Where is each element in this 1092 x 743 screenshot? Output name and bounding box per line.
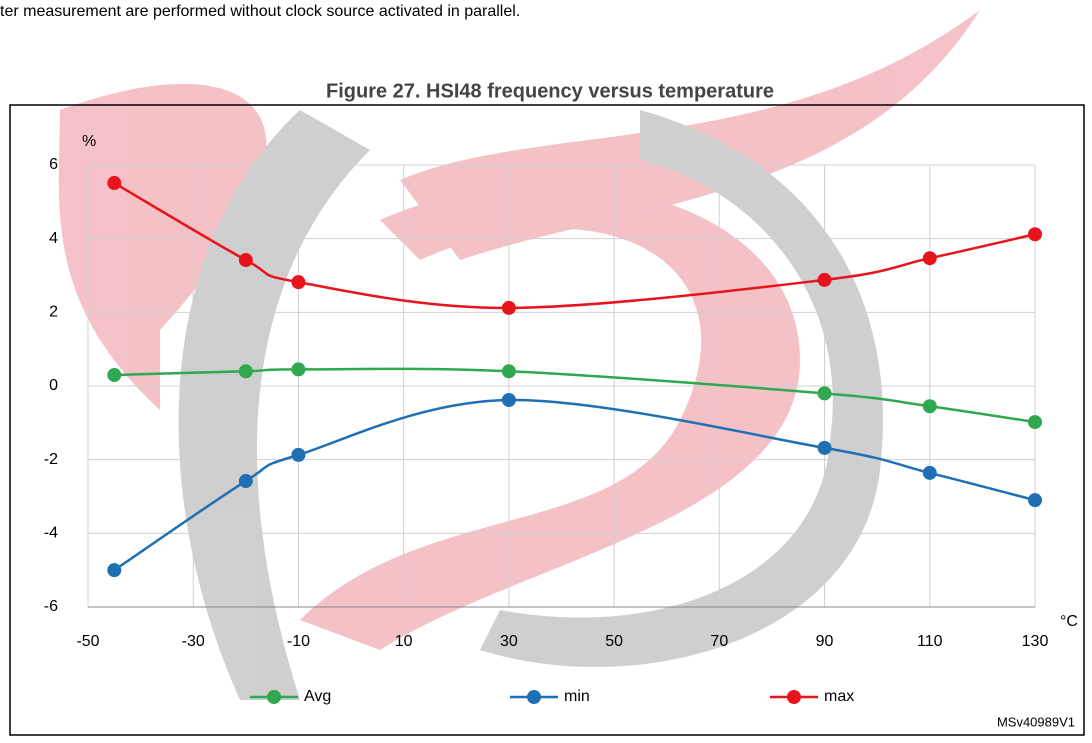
data-point <box>1028 415 1042 429</box>
data-point <box>923 251 937 265</box>
annotation: MSv40989V1 <box>997 714 1075 729</box>
x-tick-label: -30 <box>182 633 205 650</box>
y-tick-label: 4 <box>49 230 58 247</box>
legend-marker <box>787 690 801 704</box>
x-tick-label: 130 <box>1022 633 1049 650</box>
y-axis-label: % <box>82 133 96 150</box>
data-point <box>923 466 937 480</box>
x-tick-label: 30 <box>500 633 518 650</box>
data-point <box>107 563 121 577</box>
data-point <box>502 301 516 315</box>
data-point <box>923 399 937 413</box>
data-point <box>107 368 121 382</box>
y-tick-label: -6 <box>44 598 58 615</box>
chart: ter measurement are performed without cl… <box>0 0 1092 743</box>
x-tick-label: 10 <box>395 633 413 650</box>
x-tick-label: 70 <box>710 633 728 650</box>
data-point <box>239 364 253 378</box>
x-tick-label: 50 <box>605 633 623 650</box>
data-point <box>818 273 832 287</box>
legend-marker <box>527 690 541 704</box>
x-tick-label: -50 <box>76 633 99 650</box>
x-tick-label: 90 <box>816 633 834 650</box>
data-point <box>1028 493 1042 507</box>
y-tick-label: 2 <box>49 304 58 321</box>
y-tick-label: 0 <box>49 377 58 394</box>
data-point <box>239 253 253 267</box>
legend-marker <box>267 690 281 704</box>
data-point <box>818 441 832 455</box>
intro-text: ter measurement are performed without cl… <box>0 3 520 20</box>
y-tick-label: 6 <box>49 156 58 173</box>
data-point <box>818 386 832 400</box>
page: ter measurement are performed without cl… <box>0 0 1092 743</box>
data-point <box>502 393 516 407</box>
data-point <box>291 275 305 289</box>
watermark <box>59 10 980 700</box>
legend-label: Avg <box>304 688 331 705</box>
data-point <box>107 176 121 190</box>
x-tick-label: -10 <box>287 633 310 650</box>
legend-label: min <box>564 688 590 705</box>
data-point <box>502 364 516 378</box>
data-point <box>1028 227 1042 241</box>
legend-label: max <box>824 688 854 705</box>
data-point <box>291 448 305 462</box>
y-tick-label: -2 <box>44 451 58 468</box>
x-tick-label: 110 <box>917 633 943 650</box>
data-point <box>239 474 253 488</box>
data-point <box>291 362 305 376</box>
chart-title: Figure 27. HSI48 frequency versus temper… <box>326 80 774 102</box>
x-axis-label: °C <box>1060 613 1078 630</box>
y-tick-label: -4 <box>44 525 58 542</box>
